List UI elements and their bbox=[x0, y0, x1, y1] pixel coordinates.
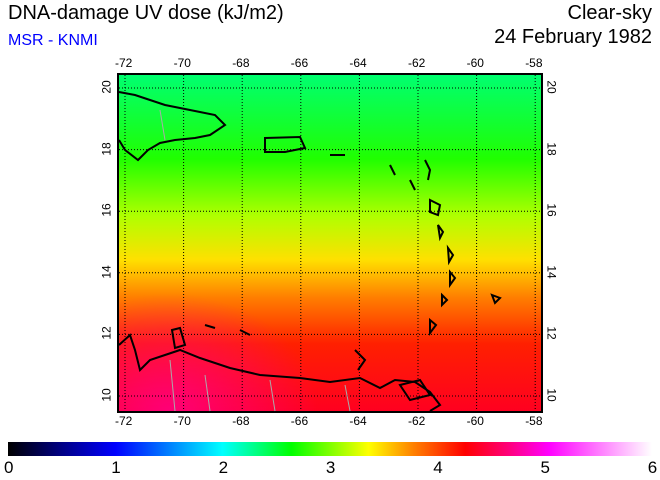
colorbar-label: 6 bbox=[647, 458, 658, 477]
date-label: 24 February 1982 bbox=[494, 26, 652, 48]
lon-tick-top: -64 bbox=[349, 56, 367, 70]
lon-tick-bottom: -66 bbox=[290, 414, 309, 428]
lat-tick-left: 18 bbox=[99, 141, 114, 156]
lon-tick-bottom: -64 bbox=[349, 414, 367, 428]
coastlines bbox=[118, 91, 502, 412]
lon-tick-top: -66 bbox=[290, 56, 309, 70]
lat-tick-left: 12 bbox=[99, 326, 114, 341]
sky-condition: Clear-sky bbox=[567, 2, 652, 24]
map-title: DNA-damage UV dose (kJ/m2) bbox=[8, 2, 284, 24]
lat-tick-right: 12 bbox=[544, 326, 559, 341]
lon-tick-top: -58 bbox=[525, 56, 543, 70]
lon-tick-bottom: -72 bbox=[115, 414, 133, 428]
lon-tick-bottom: -62 bbox=[408, 414, 426, 428]
lon-tick-top: -72 bbox=[115, 56, 133, 70]
colorbar-label: 4 bbox=[433, 458, 443, 477]
lon-tick-bottom: -70 bbox=[173, 414, 191, 428]
lat-tick-left: 16 bbox=[99, 203, 114, 217]
borders bbox=[159, 109, 351, 412]
colorbar-label: 2 bbox=[218, 458, 229, 477]
graticule bbox=[119, 75, 541, 411]
colorbar-label: 3 bbox=[325, 458, 336, 477]
lon-tick-bottom: -58 bbox=[525, 414, 543, 428]
lat-tick-right: 14 bbox=[544, 265, 559, 279]
colorbar bbox=[8, 442, 652, 456]
lat-tick-right: 18 bbox=[544, 141, 559, 156]
lat-tick-right: 10 bbox=[544, 388, 559, 402]
lon-tick-top: -70 bbox=[173, 56, 191, 70]
lat-tick-right: 16 bbox=[544, 203, 559, 217]
colorbar-label: 5 bbox=[540, 458, 550, 477]
colorbar-label: 0 bbox=[4, 458, 14, 477]
colorbar-label: 1 bbox=[111, 458, 121, 477]
lon-tick-bottom: -60 bbox=[466, 414, 484, 428]
source-label: MSR - KNMI bbox=[8, 32, 98, 49]
lon-tick-top: -68 bbox=[232, 56, 250, 70]
lat-tick-left: 14 bbox=[99, 265, 114, 279]
lat-tick-right: 20 bbox=[544, 80, 559, 94]
lat-tick-left: 10 bbox=[99, 388, 114, 402]
lon-tick-bottom: -68 bbox=[232, 414, 250, 428]
lat-tick-left: 20 bbox=[99, 80, 114, 94]
lon-tick-top: -62 bbox=[408, 56, 426, 70]
uv-dose-map bbox=[117, 73, 543, 413]
lon-tick-top: -60 bbox=[466, 56, 484, 70]
